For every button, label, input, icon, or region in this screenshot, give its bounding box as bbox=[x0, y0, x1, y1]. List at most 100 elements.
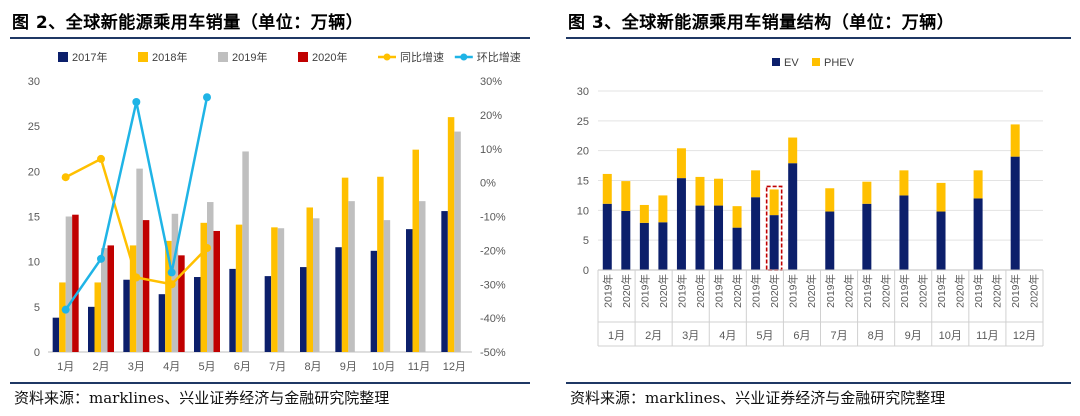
bar-EV bbox=[825, 211, 835, 270]
bar-2019年 bbox=[65, 216, 73, 352]
bar-2018年 bbox=[94, 282, 101, 352]
bar-PHEV bbox=[751, 170, 761, 198]
x-tick-label: 7月 bbox=[269, 361, 286, 373]
legend-label: EV bbox=[784, 57, 799, 69]
right-title-rule bbox=[566, 37, 1071, 39]
bar-2018年 bbox=[235, 224, 243, 352]
month-label: 6月 bbox=[793, 330, 810, 342]
year-label: 2020年 bbox=[991, 274, 1004, 308]
bar-EV bbox=[639, 222, 649, 270]
x-tick-label: 3月 bbox=[128, 361, 145, 373]
bar-2020年 bbox=[213, 230, 220, 352]
legend-label: 2017年 bbox=[72, 50, 107, 64]
y2-tick-label: 10% bbox=[480, 144, 502, 156]
bar-PHEV bbox=[825, 188, 835, 212]
bar-PHEV bbox=[973, 170, 983, 199]
left-source-note: 资料来源：marklines、兴业证券经济与金融研究院整理 bbox=[14, 389, 390, 407]
y-tick-label: 0 bbox=[34, 347, 40, 359]
bar-EV bbox=[1010, 156, 1020, 270]
y2-tick-label: 30% bbox=[480, 76, 502, 88]
right-source-note: 资料来源：marklines、兴业证券经济与金融研究院整理 bbox=[570, 389, 946, 407]
year-label: 2019年 bbox=[638, 274, 651, 308]
y-tick-label: 20 bbox=[28, 166, 40, 178]
bar-2020年 bbox=[72, 214, 79, 352]
bar-EV bbox=[714, 205, 724, 270]
point-环比增速 bbox=[167, 268, 176, 277]
month-label: 4月 bbox=[719, 330, 736, 342]
bar-PHEV bbox=[714, 178, 724, 206]
month-label: 10月 bbox=[939, 330, 962, 342]
bar-2019年 bbox=[207, 202, 214, 352]
bar-PHEV bbox=[788, 137, 798, 164]
year-label: 2019年 bbox=[750, 274, 763, 308]
x-tick-label: 11月 bbox=[408, 361, 430, 373]
point-同比增速 bbox=[167, 280, 176, 289]
legend-swatch bbox=[58, 52, 68, 62]
point-同比增速 bbox=[203, 244, 211, 253]
bar-EV bbox=[973, 198, 983, 270]
year-label: 2019年 bbox=[935, 274, 948, 308]
legend-marker bbox=[383, 53, 391, 61]
year-label: 2020年 bbox=[805, 274, 818, 308]
bar-2019年 bbox=[383, 220, 391, 352]
month-label: 3月 bbox=[682, 330, 699, 342]
bar-EV bbox=[676, 178, 686, 270]
year-label: 2019年 bbox=[601, 274, 614, 308]
y2-tick-label: -30% bbox=[480, 279, 506, 291]
bar-2020年 bbox=[178, 255, 185, 352]
bar-PHEV bbox=[695, 176, 705, 206]
month-label: 5月 bbox=[756, 330, 773, 342]
bar-PHEV bbox=[639, 204, 649, 223]
y-tick-label: 5 bbox=[583, 235, 589, 247]
year-label: 2019年 bbox=[824, 274, 837, 308]
bar-2017年 bbox=[229, 268, 236, 352]
bar-2020年 bbox=[107, 245, 114, 352]
year-label: 2019年 bbox=[1009, 274, 1022, 308]
month-label: 11月 bbox=[976, 330, 998, 342]
y2-tick-label: -50% bbox=[480, 347, 506, 359]
point-同比增速 bbox=[97, 154, 105, 163]
month-label: 2月 bbox=[645, 330, 662, 342]
bar-2019年 bbox=[136, 168, 143, 352]
legend-marker bbox=[460, 53, 468, 61]
structure-chart: 0 5 10 15 20 25 30 2019年 2020年 1月 2019年 2020年 2月 2019… bbox=[577, 57, 1044, 347]
month-label: 8月 bbox=[868, 330, 885, 342]
year-label: 2019年 bbox=[675, 274, 688, 308]
x-tick-label: 8月 bbox=[304, 361, 321, 373]
bar-2020年 bbox=[142, 220, 150, 352]
bar-2017年 bbox=[52, 317, 60, 352]
right-source-rule bbox=[566, 382, 1071, 384]
point-环比增速 bbox=[132, 98, 141, 107]
bar-2019年 bbox=[101, 248, 108, 352]
bar-PHEV bbox=[732, 206, 742, 228]
y2-tick-label: 20% bbox=[480, 110, 502, 122]
year-label: 2020年 bbox=[842, 274, 855, 308]
y-tick-label: 30 bbox=[28, 76, 40, 88]
bar-2019年 bbox=[419, 201, 426, 352]
bar-PHEV bbox=[676, 148, 686, 179]
right-panel: 图 3、全球新能源乘用车销量结构（单位：万辆） 0 5 10 15 20 25 30 2019… bbox=[556, 0, 1080, 416]
y2-tick-label: -20% bbox=[480, 245, 506, 257]
bar-2019年 bbox=[277, 228, 285, 352]
month-label: 1月 bbox=[608, 330, 625, 342]
bar-EV bbox=[621, 210, 631, 270]
bar-PHEV bbox=[1010, 124, 1020, 157]
bar-2017年 bbox=[264, 276, 272, 352]
legend-swatch bbox=[772, 58, 780, 66]
bar-2017年 bbox=[194, 277, 201, 352]
bar-2017年 bbox=[123, 279, 130, 352]
year-label: 2020年 bbox=[657, 274, 670, 308]
bar-EV bbox=[658, 222, 668, 270]
x-tick-label: 12月 bbox=[443, 361, 466, 373]
point-环比增速 bbox=[203, 93, 211, 102]
month-label: 9月 bbox=[905, 330, 922, 342]
bar-EV bbox=[602, 203, 612, 270]
legend-label: 环比增速 bbox=[477, 50, 521, 64]
bar-EV bbox=[862, 203, 872, 270]
y-tick-label: 15 bbox=[28, 212, 40, 224]
bar-EV bbox=[695, 205, 705, 270]
bar-PHEV bbox=[658, 195, 668, 223]
bar-2018年 bbox=[129, 245, 137, 352]
year-label: 2019年 bbox=[972, 274, 985, 308]
bar-EV bbox=[936, 211, 946, 270]
